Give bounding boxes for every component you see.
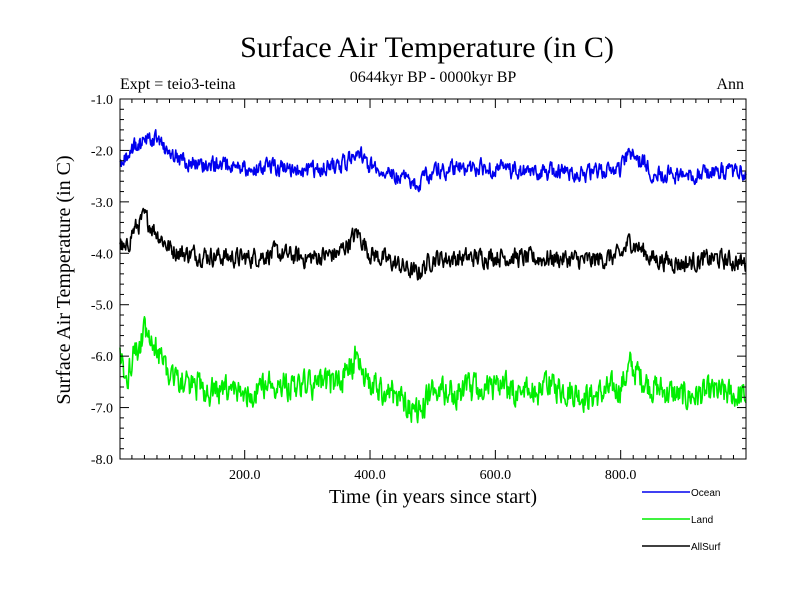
y-tick-label: -2.0	[91, 144, 113, 159]
series-line-allsurf	[119, 207, 747, 281]
y-tick-label: -8.0	[91, 453, 113, 468]
axis-ticks	[120, 98, 746, 460]
x-tick-label: 600.0	[480, 468, 512, 483]
chart-subtitle: 0644kyr BP - 0000kyr BP	[350, 69, 517, 86]
series-line-ocean	[119, 129, 747, 193]
legend-label-land: Land	[691, 515, 713, 526]
chart-title: Surface Air Temperature (in C)	[240, 31, 614, 64]
series-lines	[119, 129, 747, 424]
x-axis-label: Time (in years since start)	[329, 486, 537, 508]
x-tick-label: 800.0	[605, 468, 637, 483]
y-axis-label: Surface Air Temperature (in C)	[53, 155, 75, 404]
plot-axes	[119, 98, 747, 460]
y-tick-label: -5.0	[91, 299, 113, 314]
y-tick-label: -4.0	[91, 247, 113, 262]
expt-label: Expt = teio3-teina	[120, 76, 236, 93]
series-line-land	[119, 316, 747, 424]
plot-frame	[119, 98, 747, 460]
y-tick-label: -6.0	[91, 350, 113, 365]
y-tick-label: -1.0	[91, 93, 113, 108]
x-tick-label: 400.0	[354, 468, 386, 483]
legend-label-ocean: Ocean	[691, 488, 720, 499]
y-tick-label: -3.0	[91, 196, 113, 211]
x-tick-label: 200.0	[229, 468, 261, 483]
axis-tick-labels: 200.0 400.0 600.0 800.0 -1.0 -2.0 -3.0 -4.0 -5.0…	[91, 93, 637, 483]
legend-label-allsurf: AllSurf	[691, 542, 721, 553]
season-label: Ann	[716, 76, 744, 93]
legend: Ocean Land AllSurf	[642, 488, 721, 553]
y-tick-label: -7.0	[91, 402, 113, 417]
